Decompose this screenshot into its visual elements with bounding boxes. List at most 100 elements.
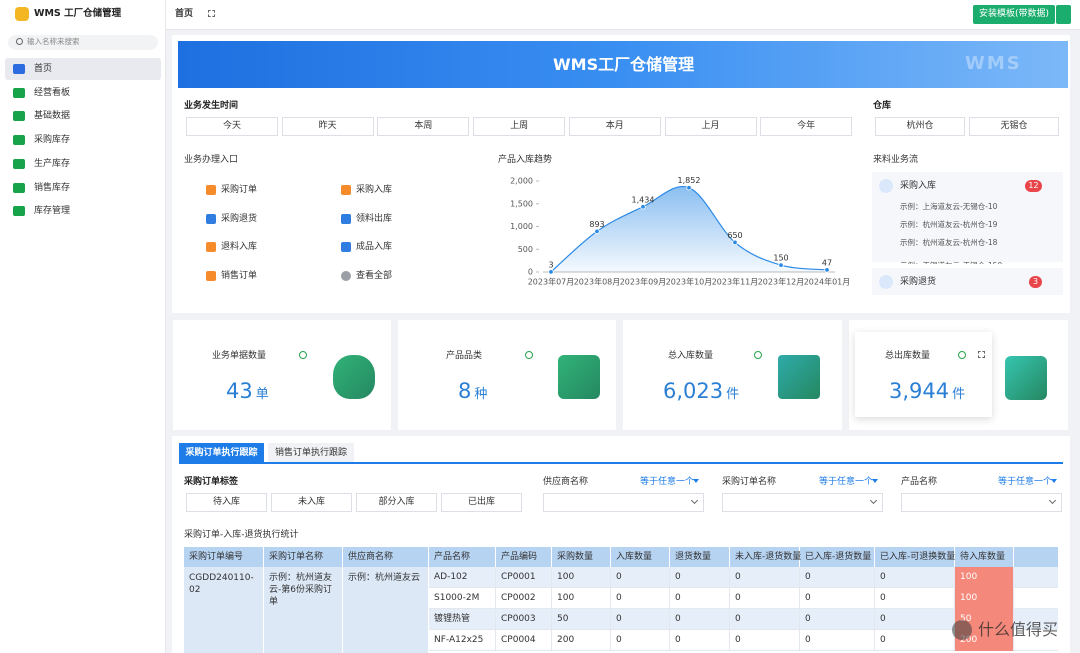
entry-link[interactable]: 采购入库	[356, 185, 393, 195]
stat-value-wrap: 3,944 件	[889, 377, 965, 405]
stat-value: 43	[226, 379, 253, 403]
warehouse-option[interactable]: 无锡仓	[969, 117, 1059, 136]
menu-icon	[13, 87, 25, 98]
time-option[interactable]: 昨天	[281, 117, 374, 136]
value-label: 650	[727, 231, 742, 240]
table-cell: 0	[670, 630, 730, 651]
flow-item[interactable]: 示例：杭州道友云-杭州仓-19	[900, 220, 998, 229]
menu-item[interactable]: 首页	[34, 64, 53, 74]
flow-item[interactable]: 示例：上海道友云-无锡仓-10	[900, 202, 998, 211]
entries-label: 业务办理入口	[184, 155, 239, 165]
install-dropdown[interactable]	[1056, 5, 1071, 24]
top-tab[interactable]: 首页	[175, 9, 194, 19]
menu-item[interactable]: 销售库存	[34, 182, 71, 193]
info-icon	[525, 351, 533, 359]
table-cell: 0	[670, 588, 730, 609]
tag-option[interactable]: 待入库	[186, 493, 267, 512]
search-box[interactable]	[8, 35, 158, 50]
time-option[interactable]: 今天	[186, 117, 278, 136]
order-cell: CGDD240110-02	[184, 567, 264, 653]
table-header-bg	[184, 547, 1058, 567]
entry-link[interactable]: 采购订单	[221, 185, 258, 195]
app-title: WMS 工厂仓储管理	[34, 8, 122, 19]
menu-item[interactable]: 经营看板	[34, 87, 71, 98]
entry-link[interactable]: 成品入库	[356, 242, 393, 252]
table-cell: 0	[875, 588, 955, 609]
table-header: 供应商名称	[343, 547, 429, 567]
menu-icon	[13, 111, 25, 122]
table-cell: AD-102	[429, 567, 496, 588]
stat-label: 总入库数量	[668, 351, 714, 361]
order-cell: 示例：杭州道友云	[343, 567, 429, 653]
tag-option[interactable]: 部分入库	[356, 493, 437, 512]
time-option[interactable]: 今年	[760, 117, 853, 136]
time-option[interactable]: 上月	[664, 117, 757, 136]
table-header: 采购数量	[552, 547, 611, 567]
sidebar	[0, 0, 166, 653]
menu-item[interactable]: 生产库存	[34, 158, 71, 169]
entry-link[interactable]: 退料入库	[221, 242, 258, 252]
table-cell: 0	[670, 567, 730, 588]
value-label: 1,434	[632, 195, 655, 204]
table-header: 已入库-可退换数量	[875, 547, 955, 567]
menu-active-bg[interactable]	[5, 58, 161, 80]
filter-operator[interactable]: 等于任意一个	[998, 477, 1053, 487]
menu-icon	[13, 158, 25, 169]
y-tick-label: 500	[518, 245, 533, 254]
flow-item[interactable]: 示例：无锡道友云-无锡仓-150	[900, 259, 1002, 264]
entry-icon	[206, 213, 216, 224]
filter-select[interactable]	[722, 493, 883, 512]
install-button[interactable]: 安装模板(带数据)	[973, 5, 1055, 24]
flow-group-name[interactable]: 采购退货	[900, 277, 937, 287]
filter-select[interactable]	[543, 493, 704, 512]
entry-icon	[206, 185, 216, 195]
banner-watermark: WMS	[965, 53, 1022, 74]
table-cell: 100	[955, 588, 1014, 609]
search-placeholder: 输入名称来搜索	[27, 37, 80, 46]
filter-label: 采购订单名称	[722, 477, 777, 487]
table-cell: 0	[670, 609, 730, 630]
filter-caret	[693, 479, 699, 483]
table-cell: CP0004	[496, 630, 552, 651]
point	[548, 269, 554, 275]
watermark-icon	[952, 620, 972, 640]
tag-option[interactable]: 未入库	[271, 493, 352, 512]
menu-item[interactable]: 库存管理	[34, 206, 71, 217]
flow-icon	[879, 275, 893, 289]
entry-link[interactable]: 采购退货	[221, 213, 258, 224]
flow-item[interactable]: 示例：杭州道友云-杭州仓-18	[900, 238, 998, 247]
filter-operator[interactable]: 等于任意一个	[640, 477, 695, 487]
tab[interactable]: 销售订单执行跟踪	[268, 443, 354, 463]
flow-group-name[interactable]: 采购入库	[900, 181, 937, 191]
stat-value: 6,023	[663, 379, 724, 403]
stat-illustration	[778, 355, 820, 399]
x-tick-label: 2023年09月	[620, 277, 667, 287]
filter-operator[interactable]: 等于任意一个	[819, 477, 874, 487]
expand-icon[interactable]	[208, 10, 215, 17]
time-option[interactable]: 本周	[377, 117, 470, 136]
info-icon	[754, 351, 762, 359]
tab[interactable]: 采购订单执行跟踪	[179, 443, 264, 463]
entry-link[interactable]: 销售订单	[221, 270, 258, 281]
value-label: 3	[548, 260, 553, 269]
menu-item[interactable]: 基础数据	[34, 111, 71, 122]
menu-icon	[13, 182, 25, 193]
warehouse-option[interactable]: 杭州仓	[875, 117, 965, 136]
value-label: 1,852	[678, 176, 701, 185]
time-option[interactable]: 上周	[473, 117, 566, 136]
tag-option[interactable]: 已出库	[441, 493, 522, 512]
table-header: 产品名称	[429, 547, 496, 567]
x-tick-label: 2024年01月	[804, 277, 851, 287]
entry-link[interactable]: 查看全部	[356, 270, 393, 281]
menu-item[interactable]: 采购库存	[34, 135, 71, 146]
filter-select[interactable]	[901, 493, 1062, 512]
table-cell: 0	[875, 630, 955, 651]
table-cell: 0	[875, 567, 955, 588]
time-option[interactable]: 本月	[568, 117, 661, 136]
entry-link[interactable]: 领料出库	[356, 213, 393, 224]
stat-illustration	[558, 355, 600, 399]
stat-illustration	[333, 355, 375, 399]
table-cell: CP0002	[496, 588, 552, 609]
